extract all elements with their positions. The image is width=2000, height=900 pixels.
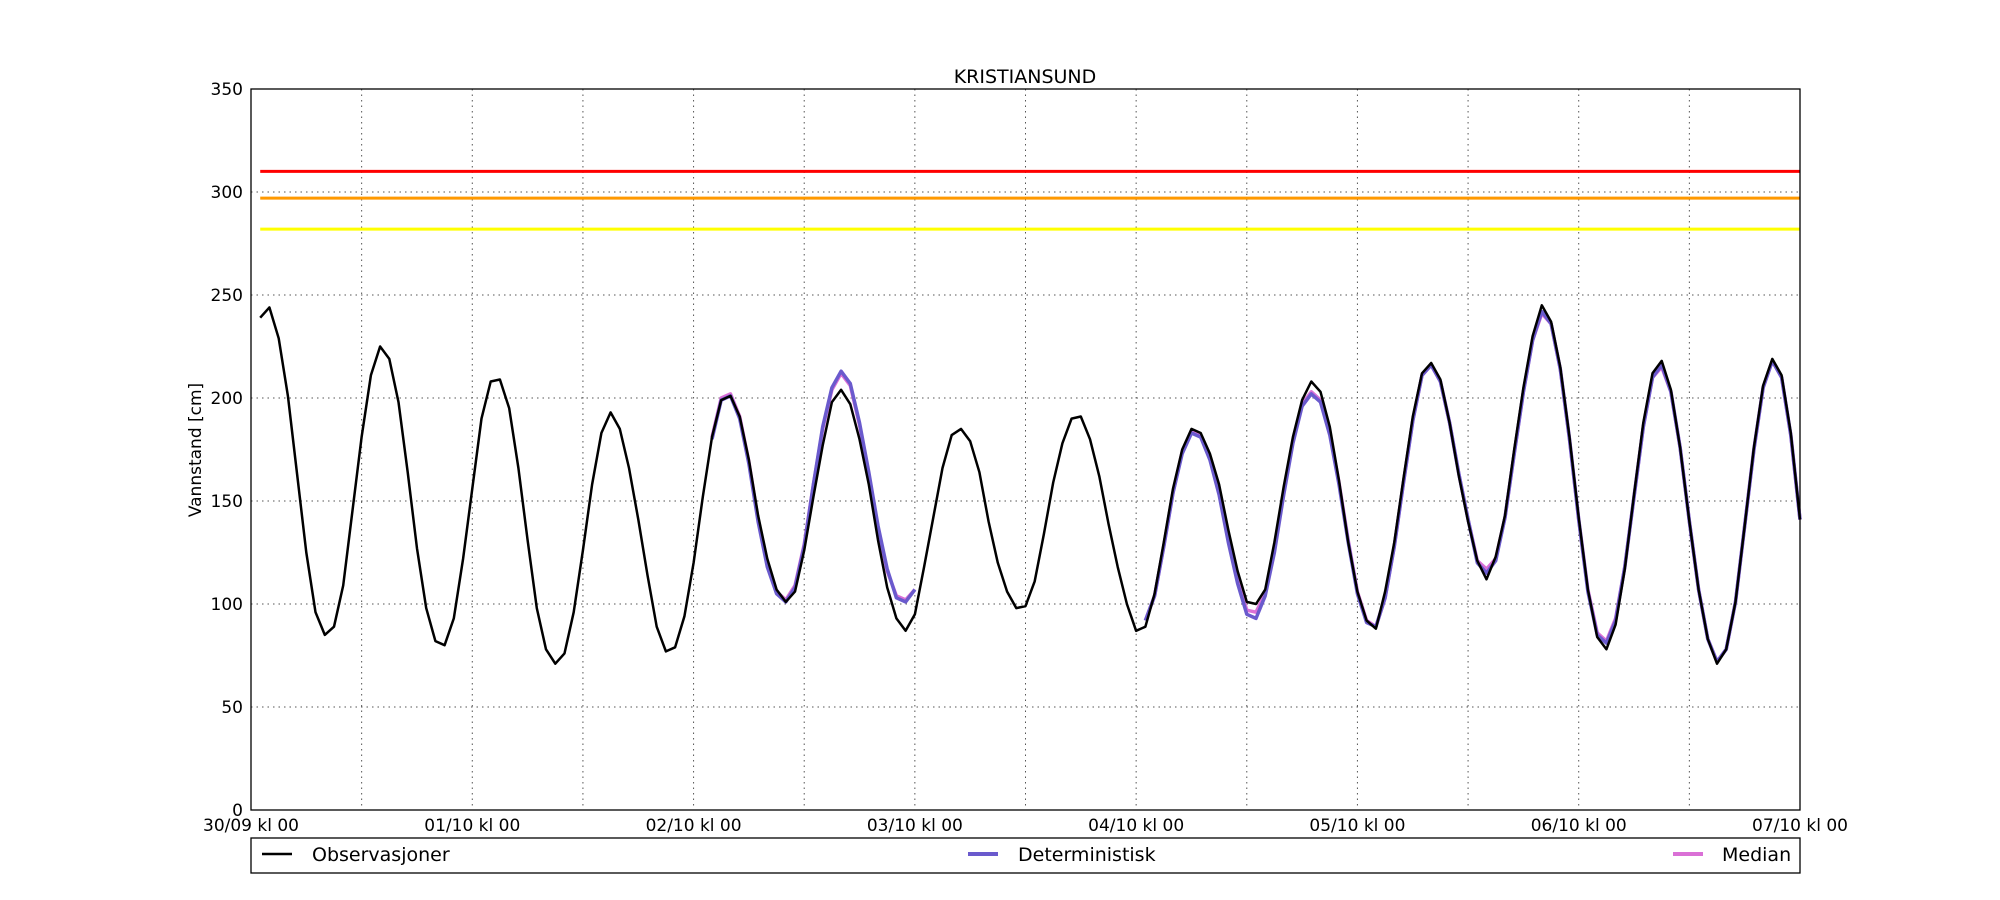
x-tick-label: 02/10 kl 00 [646, 816, 742, 836]
threshold-lines [260, 169, 1800, 231]
y-tick-label: 200 [211, 389, 243, 409]
x-tick-label: 30/09 kl 00 [203, 816, 299, 836]
x-tick-label: 06/10 kl 00 [1531, 816, 1627, 836]
series-line-observasjoner [259, 304, 1802, 665]
y-tick-label: 150 [211, 492, 243, 512]
x-tick-label: 05/10 kl 00 [1309, 816, 1405, 836]
y-tick-label: 50 [221, 698, 243, 718]
legend-box [250, 837, 1801, 874]
y-tick-label: 350 [211, 80, 243, 100]
y-axis: 0 50 100 150 200 250 300 350 [211, 80, 243, 821]
series-lines [259, 304, 1802, 665]
plot-frame [250, 88, 1801, 811]
y-tick-label: 300 [211, 183, 243, 203]
legend-label-observasjoner: Observasjoner [312, 844, 450, 866]
grid [251, 89, 1800, 810]
y-tick-label: 0 [232, 801, 243, 821]
y-tick-label: 100 [211, 595, 243, 615]
x-tick-label: 07/10 kl 00 [1752, 816, 1848, 836]
legend: Observasjoner Deterministisk Median [250, 837, 1801, 874]
x-tick-label: 04/10 kl 00 [1088, 816, 1184, 836]
chart-title: KRISTIANSUND [954, 66, 1097, 88]
x-tick-label: 03/10 kl 00 [867, 816, 963, 836]
legend-label-median: Median [1722, 844, 1791, 866]
x-axis: 30/09 kl 00 01/10 kl 00 02/10 kl 00 03/10 k… [203, 816, 1848, 836]
x-tick-label: 01/10 kl 00 [424, 816, 520, 836]
y-tick-label: 250 [211, 286, 243, 306]
legend-label-deterministisk: Deterministisk [1018, 844, 1156, 866]
y-axis-label: Vannstand [cm] [186, 383, 206, 517]
